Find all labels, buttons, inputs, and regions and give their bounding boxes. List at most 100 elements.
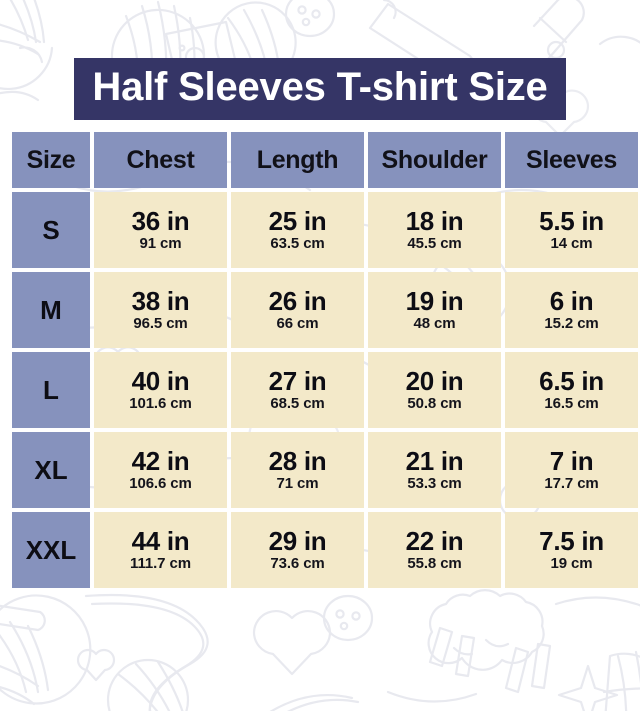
measurement-centimeters: 106.6 cm [129, 475, 192, 493]
measurement-centimeters: 16.5 cm [544, 395, 599, 413]
measurement-centimeters: 53.3 cm [407, 475, 462, 493]
measurement-inches: 42 in [131, 446, 190, 477]
page-title: Half Sleeves T-shirt Size [74, 58, 566, 120]
measurement-cell-length: 27 in 68.5 cm [231, 352, 364, 428]
measurement-stack: 27 in 68.5 cm [231, 368, 364, 412]
table-header-row: Size Chest Length Shoulder Sleeves [12, 132, 638, 188]
measurement-cell-chest: 38 in 96.5 cm [94, 272, 227, 348]
measurement-centimeters: 55.8 cm [407, 555, 462, 573]
measurement-stack: 6 in 15.2 cm [505, 288, 638, 332]
measurement-cell-chest: 42 in 106.6 cm [94, 432, 227, 508]
title-banner-wrapper: Half Sleeves T-shirt Size [0, 58, 640, 120]
measurement-stack: 5.5 in 14 cm [505, 208, 638, 252]
measurement-stack: 19 in 48 cm [368, 288, 501, 332]
measurement-cell-chest: 44 in 111.7 cm [94, 512, 227, 588]
column-header-length: Length [231, 132, 364, 188]
measurement-centimeters: 14 cm [550, 235, 593, 253]
measurement-centimeters: 91 cm [139, 235, 182, 253]
table-row: XXL 44 in 111.7 cm 29 in 73.6 cm 22 in 55.8 cm… [12, 512, 638, 588]
measurement-stack: 21 in 53.3 cm [368, 448, 501, 492]
measurement-inches: 25 in [268, 206, 327, 237]
measurement-cell-length: 28 in 71 cm [231, 432, 364, 508]
measurement-centimeters: 68.5 cm [270, 395, 325, 413]
measurement-cell-chest: 36 in 91 cm [94, 192, 227, 268]
measurement-centimeters: 96.5 cm [133, 315, 188, 333]
measurement-centimeters: 48 cm [413, 315, 456, 333]
measurement-stack: 22 in 55.8 cm [368, 528, 501, 572]
measurement-stack: 44 in 111.7 cm [94, 528, 227, 572]
measurement-centimeters: 111.7 cm [130, 555, 191, 573]
column-header-chest: Chest [94, 132, 227, 188]
measurement-stack: 25 in 63.5 cm [231, 208, 364, 252]
measurement-inches: 5.5 in [539, 206, 604, 237]
measurement-cell-length: 25 in 63.5 cm [231, 192, 364, 268]
measurement-cell-sleeves: 5.5 in 14 cm [505, 192, 638, 268]
measurement-cell-length: 26 in 66 cm [231, 272, 364, 348]
measurement-centimeters: 19 cm [550, 555, 593, 573]
column-header-sleeves: Sleeves [505, 132, 638, 188]
measurement-stack: 42 in 106.6 cm [94, 448, 227, 492]
measurement-stack: 7.5 in 19 cm [505, 528, 638, 572]
column-header-size: Size [12, 132, 90, 188]
measurement-cell-sleeves: 7.5 in 19 cm [505, 512, 638, 588]
measurement-cell-shoulder: 20 in 50.8 cm [368, 352, 501, 428]
size-chart-table: Size Chest Length Shoulder Sleeves S 36 in 91 c… [8, 128, 640, 592]
measurement-cell-sleeves: 7 in 17.7 cm [505, 432, 638, 508]
size-label-l: L [12, 352, 90, 428]
measurement-centimeters: 50.8 cm [407, 395, 462, 413]
measurement-inches: 26 in [268, 286, 327, 317]
measurement-centimeters: 73.6 cm [270, 555, 325, 573]
measurement-stack: 40 in 101.6 cm [94, 368, 227, 412]
measurement-inches: 6.5 in [539, 366, 604, 397]
measurement-cell-shoulder: 18 in 45.5 cm [368, 192, 501, 268]
measurement-centimeters: 45.5 cm [407, 235, 462, 253]
table-row: L 40 in 101.6 cm 27 in 68.5 cm 20 in 50.8 cm 6.… [12, 352, 638, 428]
measurement-stack: 26 in 66 cm [231, 288, 364, 332]
measurement-stack: 20 in 50.8 cm [368, 368, 501, 412]
measurement-inches: 18 in [405, 206, 464, 237]
measurement-stack: 6.5 in 16.5 cm [505, 368, 638, 412]
size-label-s: S [12, 192, 90, 268]
column-header-shoulder: Shoulder [368, 132, 501, 188]
measurement-cell-shoulder: 22 in 55.8 cm [368, 512, 501, 588]
measurement-centimeters: 101.6 cm [129, 395, 192, 413]
measurement-inches: 36 in [131, 206, 190, 237]
measurement-inches: 28 in [268, 446, 327, 477]
measurement-inches: 40 in [131, 366, 190, 397]
measurement-inches: 22 in [405, 526, 464, 557]
size-label-xl: XL [12, 432, 90, 508]
measurement-cell-sleeves: 6.5 in 16.5 cm [505, 352, 638, 428]
size-label-xxl: XXL [12, 512, 90, 588]
measurement-inches: 6 in [549, 286, 594, 317]
table-row: M 38 in 96.5 cm 26 in 66 cm 19 in 48 cm 6 in 15.… [12, 272, 638, 348]
table-row: XL 42 in 106.6 cm 28 in 71 cm 21 in 53.3 cm 7 i… [12, 432, 638, 508]
measurement-inches: 29 in [268, 526, 327, 557]
measurement-cell-shoulder: 19 in 48 cm [368, 272, 501, 348]
measurement-inches: 21 in [405, 446, 464, 477]
measurement-centimeters: 17.7 cm [544, 475, 599, 493]
measurement-centimeters: 66 cm [276, 315, 319, 333]
size-label-m: M [12, 272, 90, 348]
measurement-cell-shoulder: 21 in 53.3 cm [368, 432, 501, 508]
measurement-stack: 29 in 73.6 cm [231, 528, 364, 572]
measurement-inches: 7.5 in [539, 526, 604, 557]
measurement-cell-chest: 40 in 101.6 cm [94, 352, 227, 428]
measurement-inches: 20 in [405, 366, 464, 397]
measurement-stack: 7 in 17.7 cm [505, 448, 638, 492]
measurement-cell-length: 29 in 73.6 cm [231, 512, 364, 588]
measurement-inches: 7 in [549, 446, 594, 477]
measurement-inches: 27 in [268, 366, 327, 397]
measurement-inches: 38 in [131, 286, 190, 317]
measurement-stack: 36 in 91 cm [94, 208, 227, 252]
measurement-inches: 19 in [405, 286, 464, 317]
measurement-centimeters: 63.5 cm [270, 235, 325, 253]
measurement-centimeters: 71 cm [276, 475, 319, 493]
measurement-stack: 18 in 45.5 cm [368, 208, 501, 252]
measurement-inches: 44 in [131, 526, 190, 557]
table-row: S 36 in 91 cm 25 in 63.5 cm 18 in 45.5 cm 5.5 i… [12, 192, 638, 268]
measurement-stack: 38 in 96.5 cm [94, 288, 227, 332]
measurement-centimeters: 15.2 cm [544, 315, 599, 333]
measurement-cell-sleeves: 6 in 15.2 cm [505, 272, 638, 348]
measurement-stack: 28 in 71 cm [231, 448, 364, 492]
